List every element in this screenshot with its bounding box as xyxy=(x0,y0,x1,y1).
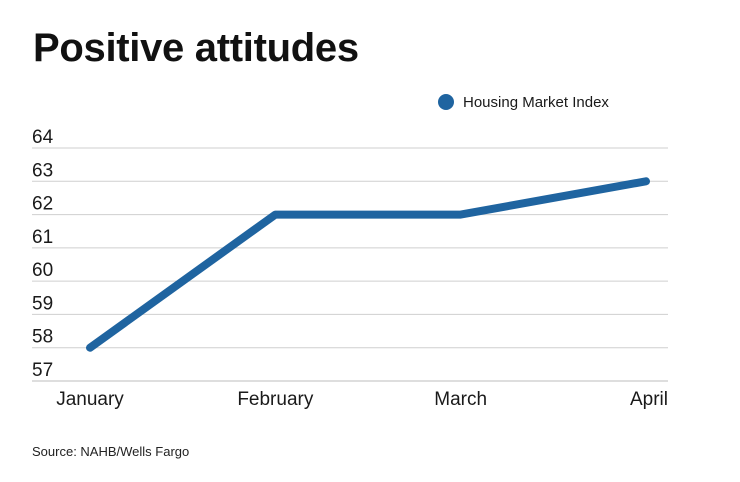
y-tick-label: 61 xyxy=(32,227,53,248)
x-tick-label: March xyxy=(434,389,487,410)
x-tick-label: February xyxy=(237,389,314,410)
series-lines xyxy=(86,177,650,352)
legend-marker xyxy=(438,94,454,110)
y-tick-label: 57 xyxy=(32,360,53,381)
x-axis-ticks: January February March April xyxy=(56,389,668,410)
y-tick-label: 62 xyxy=(32,194,53,215)
y-tick-label: 59 xyxy=(32,293,53,314)
series-line xyxy=(86,177,650,352)
legend-label: Housing Market Index xyxy=(463,94,609,111)
legend: Housing Market Index xyxy=(438,94,609,111)
y-tick-label: 60 xyxy=(32,260,53,281)
grid-lines xyxy=(32,147,668,382)
y-tick-label: 64 xyxy=(32,127,54,148)
y-axis-ticks: 57 58 59 60 61 62 63 64 xyxy=(32,127,54,381)
x-tick-label: April xyxy=(630,389,668,410)
chart-title: Positive attitudes xyxy=(33,26,359,70)
y-tick-label: 63 xyxy=(32,160,53,181)
source-note: Source: NAHB/Wells Fargo xyxy=(32,444,190,459)
x-tick-label: January xyxy=(56,389,124,410)
y-tick-label: 58 xyxy=(32,327,53,348)
